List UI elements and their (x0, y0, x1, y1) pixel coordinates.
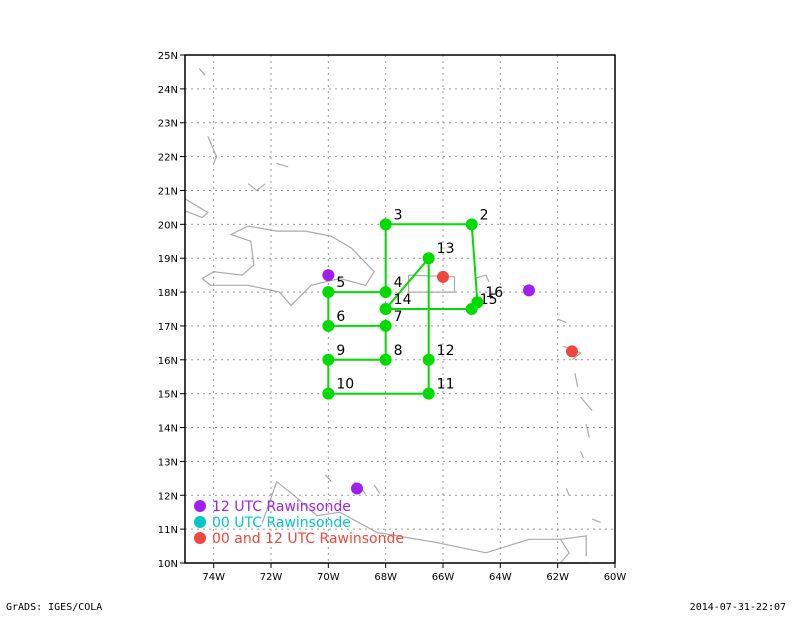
coastline-grenada (565, 488, 570, 496)
waypoint-label-15: 15 (480, 292, 498, 308)
waypoint-label-13: 13 (437, 241, 455, 257)
rawinsonde-site (523, 284, 535, 297)
rawinsonde-site (351, 482, 363, 495)
waypoint-label-9: 9 (336, 343, 345, 359)
coastline-trinidad (560, 535, 587, 557)
y-tick-label: 22N (158, 153, 178, 164)
y-tick-label: 15N (158, 390, 178, 401)
waypoint-4 (379, 286, 392, 299)
footer-timestamp: 2014-07-31-22:07 (689, 602, 786, 613)
y-tick-label: 13N (158, 457, 178, 468)
waypoint-label-4: 4 (394, 275, 403, 291)
waypoint-9 (322, 353, 335, 366)
coastline-virgin-is (474, 274, 490, 283)
waypoint-label-2: 2 (480, 207, 489, 223)
waypoint-6 (322, 319, 335, 332)
y-tick-label: 14N (158, 424, 178, 435)
waypoint-label-5: 5 (336, 275, 345, 291)
coastline-bahamas-3 (198, 68, 206, 76)
coastline-dominica (574, 373, 579, 388)
y-tick-label: 21N (158, 186, 178, 197)
waypoint-11 (422, 387, 435, 400)
waypoint-label-7: 7 (394, 309, 403, 325)
coastline-antigua (557, 318, 567, 324)
coastline-st-vincent (580, 450, 585, 459)
coastline-bonaire (373, 484, 381, 494)
rawinsonde-site (322, 269, 335, 282)
y-tick-label: 20N (158, 220, 178, 231)
waypoint-14 (379, 303, 392, 315)
x-tick-label: 70W (317, 572, 340, 583)
y-tick-label: 12N (158, 491, 178, 502)
waypoint-label-16: 16 (485, 285, 503, 301)
x-tick-label: 66W (432, 572, 455, 583)
y-tick-label: 11N (158, 525, 178, 536)
map-frame (184, 54, 616, 564)
legend-label: 00 and 12 UTC Rawinsonde (212, 531, 404, 547)
y-tick-label: 25N (158, 51, 178, 62)
footer-credit: GrADS: IGES/COLA (6, 602, 103, 613)
y-tick-label: 17N (158, 322, 178, 333)
legend-label: 00 UTC Rawinsonde (212, 515, 351, 531)
coastline-tobago (591, 518, 601, 523)
y-tick-label: 16N (158, 356, 178, 367)
legend-label: 12 UTC Rawinsonde (212, 499, 351, 515)
axis-labels-layer: 74W 72W 70W 68W 66W 64W 62W 60W 10N 11N 12N 13N 14N 1… (158, 51, 627, 583)
x-tick-label: 64W (489, 572, 512, 583)
coastline-st-lucia (585, 423, 590, 438)
waypoint-5 (322, 286, 335, 299)
y-tick-label: 18N (158, 288, 178, 299)
waypoint-label-8: 8 (394, 343, 403, 359)
x-tick-label: 62W (546, 572, 569, 583)
coastline-turks (276, 162, 289, 168)
waypoint-label-11: 11 (437, 377, 455, 393)
legend-marker (194, 516, 206, 528)
waypoint-13 (422, 252, 435, 265)
waypoint-10 (322, 387, 335, 400)
waypoint-label-10: 10 (336, 377, 354, 393)
y-tick-label: 24N (158, 85, 178, 96)
rawinsonde-layer (322, 269, 578, 495)
coastline-bahamas-1 (207, 136, 218, 164)
y-tick-label: 23N (158, 119, 178, 130)
flight-track-layer (327, 223, 479, 395)
y-tick-label: 10N (158, 559, 178, 570)
y-tick-label: 19N (158, 254, 178, 265)
x-tick-label: 60W (604, 572, 627, 583)
coastline-cuba (184, 198, 209, 219)
coastline-aruba (325, 474, 332, 483)
x-tick-label: 68W (374, 572, 397, 583)
waypoint-3 (379, 218, 392, 231)
coastline-bahamas-2 (247, 183, 266, 192)
waypoint-2 (465, 218, 478, 231)
flight-track (327, 223, 479, 395)
waypoint-label-12: 12 (437, 343, 455, 359)
legend-marker (194, 532, 206, 544)
legend-marker (194, 500, 206, 512)
waypoint-12 (422, 353, 435, 366)
coastline-hispaniola (201, 225, 375, 307)
waypoint-label-6: 6 (336, 309, 345, 325)
x-tick-label: 74W (202, 572, 225, 583)
x-tick-label: 72W (260, 572, 283, 583)
rawinsonde-site (437, 270, 449, 283)
waypoint-16 (471, 296, 484, 309)
waypoint-7 (379, 319, 392, 332)
waypoint-label-14: 14 (394, 292, 412, 308)
waypoint-8 (379, 353, 392, 366)
rawinsonde-site (566, 345, 578, 358)
coastline-martinique (580, 396, 593, 411)
waypoint-label-3: 3 (394, 207, 403, 223)
